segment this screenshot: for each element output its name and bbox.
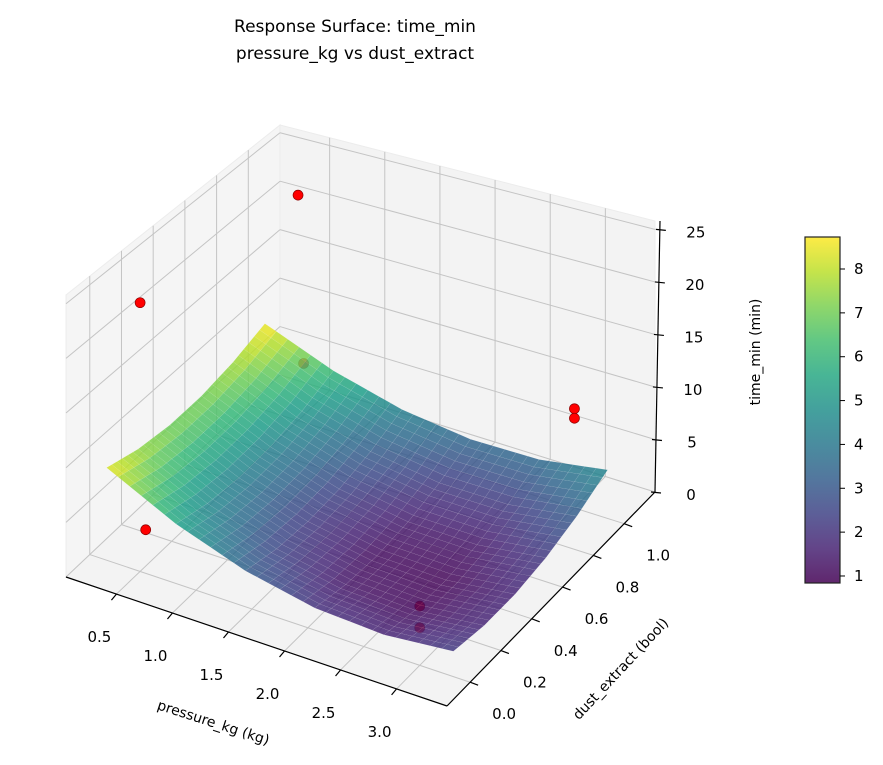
surface-facet bbox=[539, 541, 557, 552]
surface-facet bbox=[487, 601, 506, 611]
surface-facet bbox=[441, 644, 460, 652]
surface-facet bbox=[554, 520, 573, 531]
y-tick-label: 0.6 bbox=[585, 610, 609, 628]
y-tick-label: 0.8 bbox=[615, 578, 639, 596]
z-tick bbox=[654, 281, 665, 284]
surface-facet bbox=[497, 591, 516, 600]
colorbar-tick-label: 3 bbox=[854, 479, 864, 497]
z-gridline bbox=[279, 277, 656, 388]
z-tick-label: 0 bbox=[686, 486, 696, 504]
z-tick bbox=[653, 333, 664, 337]
z-tick-label: 20 bbox=[685, 276, 704, 294]
x-tick bbox=[391, 688, 398, 696]
x-tick-label: 3.0 bbox=[368, 723, 392, 741]
y-axis-label: dust_extract (bool) bbox=[570, 615, 672, 723]
surface-facet bbox=[482, 607, 501, 616]
colorbar: 1 2 3 4 5 6 7 8 bbox=[804, 236, 864, 585]
z-tick-label: 5 bbox=[687, 433, 697, 451]
z-gridline bbox=[279, 229, 656, 335]
x-tick bbox=[166, 612, 173, 620]
scatter-points-front bbox=[134, 189, 580, 424]
z-gridline bbox=[65, 277, 281, 469]
y-tick bbox=[500, 649, 510, 655]
colorbar-tick-label: 1 bbox=[854, 567, 864, 585]
surface-facet bbox=[456, 631, 475, 639]
z-tick-label: 25 bbox=[686, 223, 705, 241]
y-tick bbox=[562, 586, 571, 591]
response-surface bbox=[106, 323, 609, 652]
z-axis-label: time_min (min) bbox=[748, 299, 764, 406]
colorbar-tick-label: 7 bbox=[854, 304, 864, 322]
surface-facet bbox=[533, 548, 552, 559]
z-gridline bbox=[65, 132, 281, 305]
y-tick bbox=[593, 554, 602, 559]
colorbar-gradient bbox=[804, 236, 841, 584]
x-tick-label: 1.5 bbox=[200, 666, 224, 684]
y-gridline bbox=[89, 554, 471, 683]
surface-facet bbox=[466, 622, 485, 631]
data-point bbox=[569, 403, 580, 415]
z-tick bbox=[651, 438, 663, 442]
z-axis-line bbox=[654, 220, 661, 493]
x-tick-label: 0.5 bbox=[87, 628, 111, 646]
colorbar-tick-label: 6 bbox=[854, 348, 864, 366]
x-tick-label: 2.5 bbox=[312, 704, 336, 722]
z-tick bbox=[655, 228, 666, 232]
x-tick bbox=[110, 593, 117, 601]
z-gridline bbox=[65, 180, 281, 359]
y-tick-label: 0.2 bbox=[523, 674, 547, 692]
surface-facet bbox=[528, 555, 547, 565]
data-point bbox=[134, 297, 146, 309]
surface-facet bbox=[446, 639, 465, 648]
x-tick bbox=[279, 650, 285, 658]
data-point bbox=[292, 189, 304, 201]
surface-facet bbox=[549, 527, 567, 538]
surface-facet bbox=[503, 585, 521, 595]
x-tick-label: 2.0 bbox=[256, 685, 280, 703]
colorbar-tick-label: 8 bbox=[854, 260, 864, 278]
x-axis-label: pressure_kg (kg) bbox=[155, 698, 271, 749]
y-tick-label: 0.0 bbox=[492, 705, 516, 723]
x-axis-line bbox=[65, 576, 448, 707]
z-gridline bbox=[65, 229, 281, 414]
y-tick bbox=[469, 681, 479, 686]
surface-facet bbox=[451, 635, 470, 643]
y-tick bbox=[531, 618, 540, 623]
data-point bbox=[569, 412, 580, 424]
y-axis-line bbox=[446, 491, 656, 707]
z-tick bbox=[652, 386, 663, 389]
z-gridline bbox=[279, 326, 656, 440]
colorbar-tick-label: 5 bbox=[854, 392, 864, 410]
z-tick-label: 15 bbox=[684, 328, 703, 346]
y-tick-label: 1.0 bbox=[646, 547, 670, 565]
chart-title-line-2: pressure_kg vs dust_extract bbox=[236, 44, 475, 64]
x-tick bbox=[223, 631, 229, 639]
surface-facet bbox=[590, 467, 609, 478]
colorbar-tick-label: 4 bbox=[854, 435, 864, 453]
surface-facet bbox=[523, 561, 542, 571]
z-gridline bbox=[279, 180, 656, 283]
y-tick-label: 0.4 bbox=[554, 642, 578, 660]
z-tick bbox=[650, 491, 662, 494]
colorbar-tick-label: 2 bbox=[854, 523, 864, 541]
x-tick bbox=[335, 669, 342, 677]
surface-facet bbox=[513, 573, 531, 583]
chart-title-line-1: Response Surface: time_min bbox=[234, 17, 476, 37]
z-tick-label: 10 bbox=[683, 381, 702, 399]
axes: 0.5 1.0 1.5 2.0 2.5 3.0 0.0 0.2 0.4 0.6 0.8 1.0 0 5 10… bbox=[65, 220, 705, 741]
data-point bbox=[140, 524, 152, 536]
z-gridline bbox=[279, 132, 656, 230]
y-tick bbox=[623, 523, 633, 528]
x-tick-label: 1.0 bbox=[144, 647, 168, 665]
